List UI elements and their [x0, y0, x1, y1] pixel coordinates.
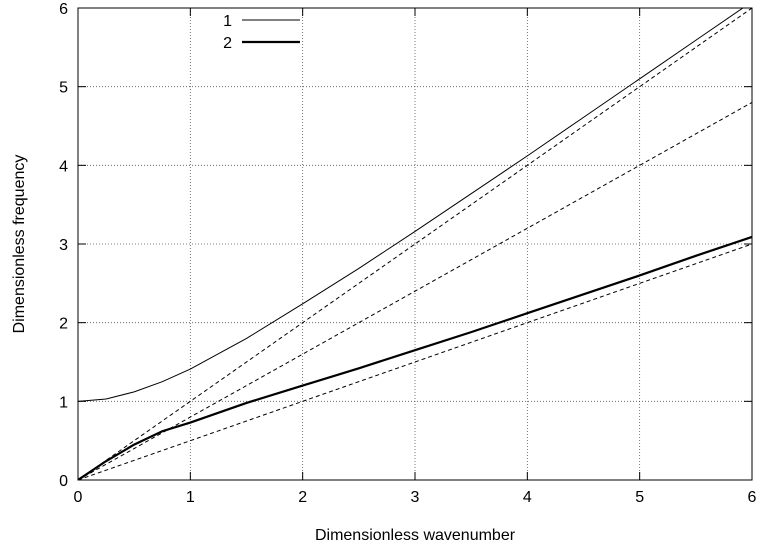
y-tick-label: 5 [59, 80, 68, 97]
legend: 12 [223, 13, 300, 52]
legend-label-1: 1 [223, 13, 232, 30]
y-axis-label: Dimensionless frequency [11, 155, 28, 334]
x-axis-label: Dimensionless wavenumber [315, 527, 516, 544]
x-tick-label: 4 [523, 489, 532, 506]
series-lines [78, 8, 752, 480]
x-tick-label: 5 [635, 489, 644, 506]
x-tick-label: 2 [298, 489, 307, 506]
legend-label-2: 2 [223, 35, 232, 52]
x-tick-label: 0 [74, 489, 83, 506]
y-tick-label: 4 [59, 158, 68, 175]
series-line-2 [78, 235, 752, 480]
y-tick-label: 3 [59, 237, 68, 254]
x-tick-label: 3 [411, 489, 420, 506]
y-tick-label: 1 [59, 394, 68, 411]
y-tick-label: 0 [59, 473, 68, 490]
y-tick-label: 2 [59, 316, 68, 333]
series-line-dashed-4 [78, 243, 752, 480]
y-tick-label: 6 [59, 1, 68, 18]
x-tick-label: 1 [186, 489, 195, 506]
x-tick-label: 6 [748, 489, 757, 506]
series-line-dashed-3 [78, 101, 752, 480]
series-line-1 [78, 8, 744, 402]
